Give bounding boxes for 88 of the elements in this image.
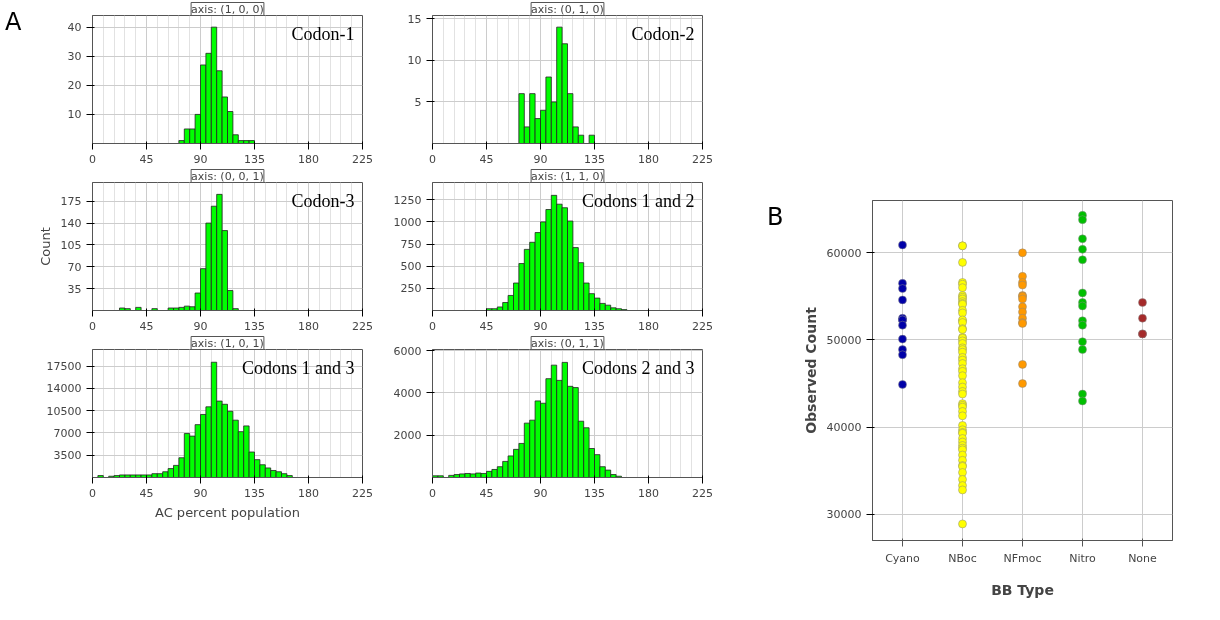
x-tick-label: Nitro — [1069, 551, 1097, 565]
x-tick-label: 90 — [533, 319, 548, 333]
y-tick-label: 1250 — [393, 193, 422, 207]
x-tick-label: 135 — [244, 486, 265, 500]
x-tick-label: NFmoc — [1003, 551, 1042, 565]
x-tick-label: 180 — [638, 486, 659, 500]
annotation: Codons 2 and 3 — [582, 357, 695, 378]
x-tick-label: 225 — [692, 486, 713, 500]
y-tick-label: 30 — [67, 50, 82, 64]
x-tick-label: 225 — [692, 152, 713, 166]
annotation: Codons 1 and 3 — [242, 357, 355, 378]
x-tick-label: 180 — [638, 319, 659, 333]
y-axis-title: Observed Count — [802, 306, 819, 434]
y-tick-label: 5 — [414, 95, 422, 109]
x-tick-label: 90 — [533, 486, 548, 500]
x-tick-label: 180 — [298, 486, 319, 500]
chart-title: axis: (1, 1, 0) — [531, 169, 604, 183]
x-tick-label: 0 — [89, 319, 96, 333]
y-tick-label: 15 — [407, 12, 422, 26]
x-tick-label: 45 — [139, 152, 154, 166]
x-tick-label: 0 — [89, 152, 96, 166]
annotation: Codon-2 — [631, 23, 695, 44]
y-tick-label: 30000 — [826, 508, 862, 522]
y-tick-label: 35 — [67, 282, 82, 296]
y-tick-label: 6000 — [393, 344, 422, 358]
y-tick-label: 10 — [407, 54, 422, 68]
y-tick-label: 105 — [60, 238, 82, 252]
x-tick-label: 225 — [692, 319, 713, 333]
y-tick-label: 40000 — [826, 421, 862, 435]
x-tick-label: 135 — [584, 319, 605, 333]
y-tick-label: 40 — [67, 21, 82, 35]
y-tick-label: 4000 — [393, 386, 422, 400]
chart-title: axis: (1, 0, 1) — [191, 336, 264, 350]
x-tick-label: 90 — [193, 486, 208, 500]
x-tick-label: 225 — [352, 319, 373, 333]
x-tick-label: 45 — [139, 319, 154, 333]
y-tick-label: 3500 — [53, 449, 82, 463]
y-tick-label: 140 — [60, 217, 82, 231]
x-tick-label: 45 — [479, 319, 494, 333]
x-tick-label: 0 — [429, 319, 436, 333]
y-tick-label: 17500 — [46, 360, 82, 374]
x-tick-label: 45 — [479, 152, 494, 166]
text: A — [5, 7, 22, 38]
chart-title: axis: (0, 1, 0) — [531, 2, 604, 16]
text: B — [767, 202, 784, 233]
y-tick-label: 250 — [400, 282, 422, 296]
x-tick-label: 135 — [584, 152, 605, 166]
x-tick-label: 180 — [298, 319, 319, 333]
y-tick-label: 60000 — [826, 246, 862, 260]
x-axis-title: BB Type — [991, 581, 1054, 598]
x-axis-title: AC percent population — [155, 504, 300, 520]
y-tick-label: 10 — [67, 108, 82, 122]
y-axis-title: Count — [37, 227, 53, 266]
y-tick-label: 14000 — [46, 382, 82, 396]
chart-title: axis: (1, 0, 0) — [191, 2, 264, 16]
y-tick-label: 20 — [67, 79, 82, 93]
x-tick-label: 0 — [429, 152, 436, 166]
x-tick-label: 45 — [139, 486, 154, 500]
x-tick-label: 135 — [584, 486, 605, 500]
x-tick-label: 90 — [193, 319, 208, 333]
x-tick-label: None — [1128, 551, 1158, 565]
x-tick-label: 90 — [533, 152, 548, 166]
x-tick-label: 0 — [429, 486, 436, 500]
y-tick-label: 10500 — [46, 404, 82, 418]
y-tick-label: 175 — [60, 195, 82, 209]
y-tick-label: 7000 — [53, 426, 82, 440]
x-tick-label: 0 — [89, 486, 96, 500]
y-tick-label: 750 — [400, 238, 422, 252]
annotation: Codon-3 — [291, 190, 355, 211]
x-tick-label: 90 — [193, 152, 208, 166]
y-tick-label: 2000 — [393, 429, 422, 443]
chart-title: axis: (0, 1, 1) — [531, 336, 604, 350]
x-tick-label: 45 — [479, 486, 494, 500]
x-tick-label: 225 — [352, 152, 373, 166]
x-tick-label: 135 — [244, 152, 265, 166]
x-tick-label: NBoc — [948, 551, 977, 565]
x-tick-label: 225 — [352, 486, 373, 500]
y-tick-label: 50000 — [826, 333, 862, 347]
y-tick-label: 1000 — [393, 215, 422, 229]
y-tick-label: 70 — [67, 260, 82, 274]
x-tick-label: 135 — [244, 319, 265, 333]
x-tick-label: Cyano — [885, 551, 921, 565]
x-tick-label: 180 — [298, 152, 319, 166]
annotation: Codons 1 and 2 — [582, 190, 695, 211]
x-tick-label: 180 — [638, 152, 659, 166]
chart-title: axis: (0, 0, 1) — [191, 169, 264, 183]
y-tick-label: 500 — [400, 260, 422, 274]
annotation: Codon-1 — [291, 23, 355, 44]
